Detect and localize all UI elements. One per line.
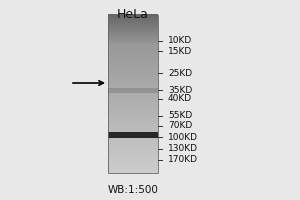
Text: 55KD: 55KD (168, 111, 192, 120)
Text: 10KD: 10KD (168, 36, 192, 45)
Text: HeLa: HeLa (117, 8, 149, 21)
Text: 70KD: 70KD (168, 121, 192, 130)
Bar (108, 132, 158, 138)
Bar (108, 88, 158, 93)
Text: 15KD: 15KD (168, 47, 192, 56)
Text: 35KD: 35KD (168, 86, 192, 95)
Text: 170KD: 170KD (168, 155, 198, 164)
Bar (108, 15, 158, 173)
Text: 25KD: 25KD (168, 69, 192, 78)
Text: 130KD: 130KD (168, 144, 198, 153)
Text: WB:1:500: WB:1:500 (108, 185, 158, 195)
Text: 100KD: 100KD (168, 133, 198, 142)
Text: 40KD: 40KD (168, 94, 192, 103)
